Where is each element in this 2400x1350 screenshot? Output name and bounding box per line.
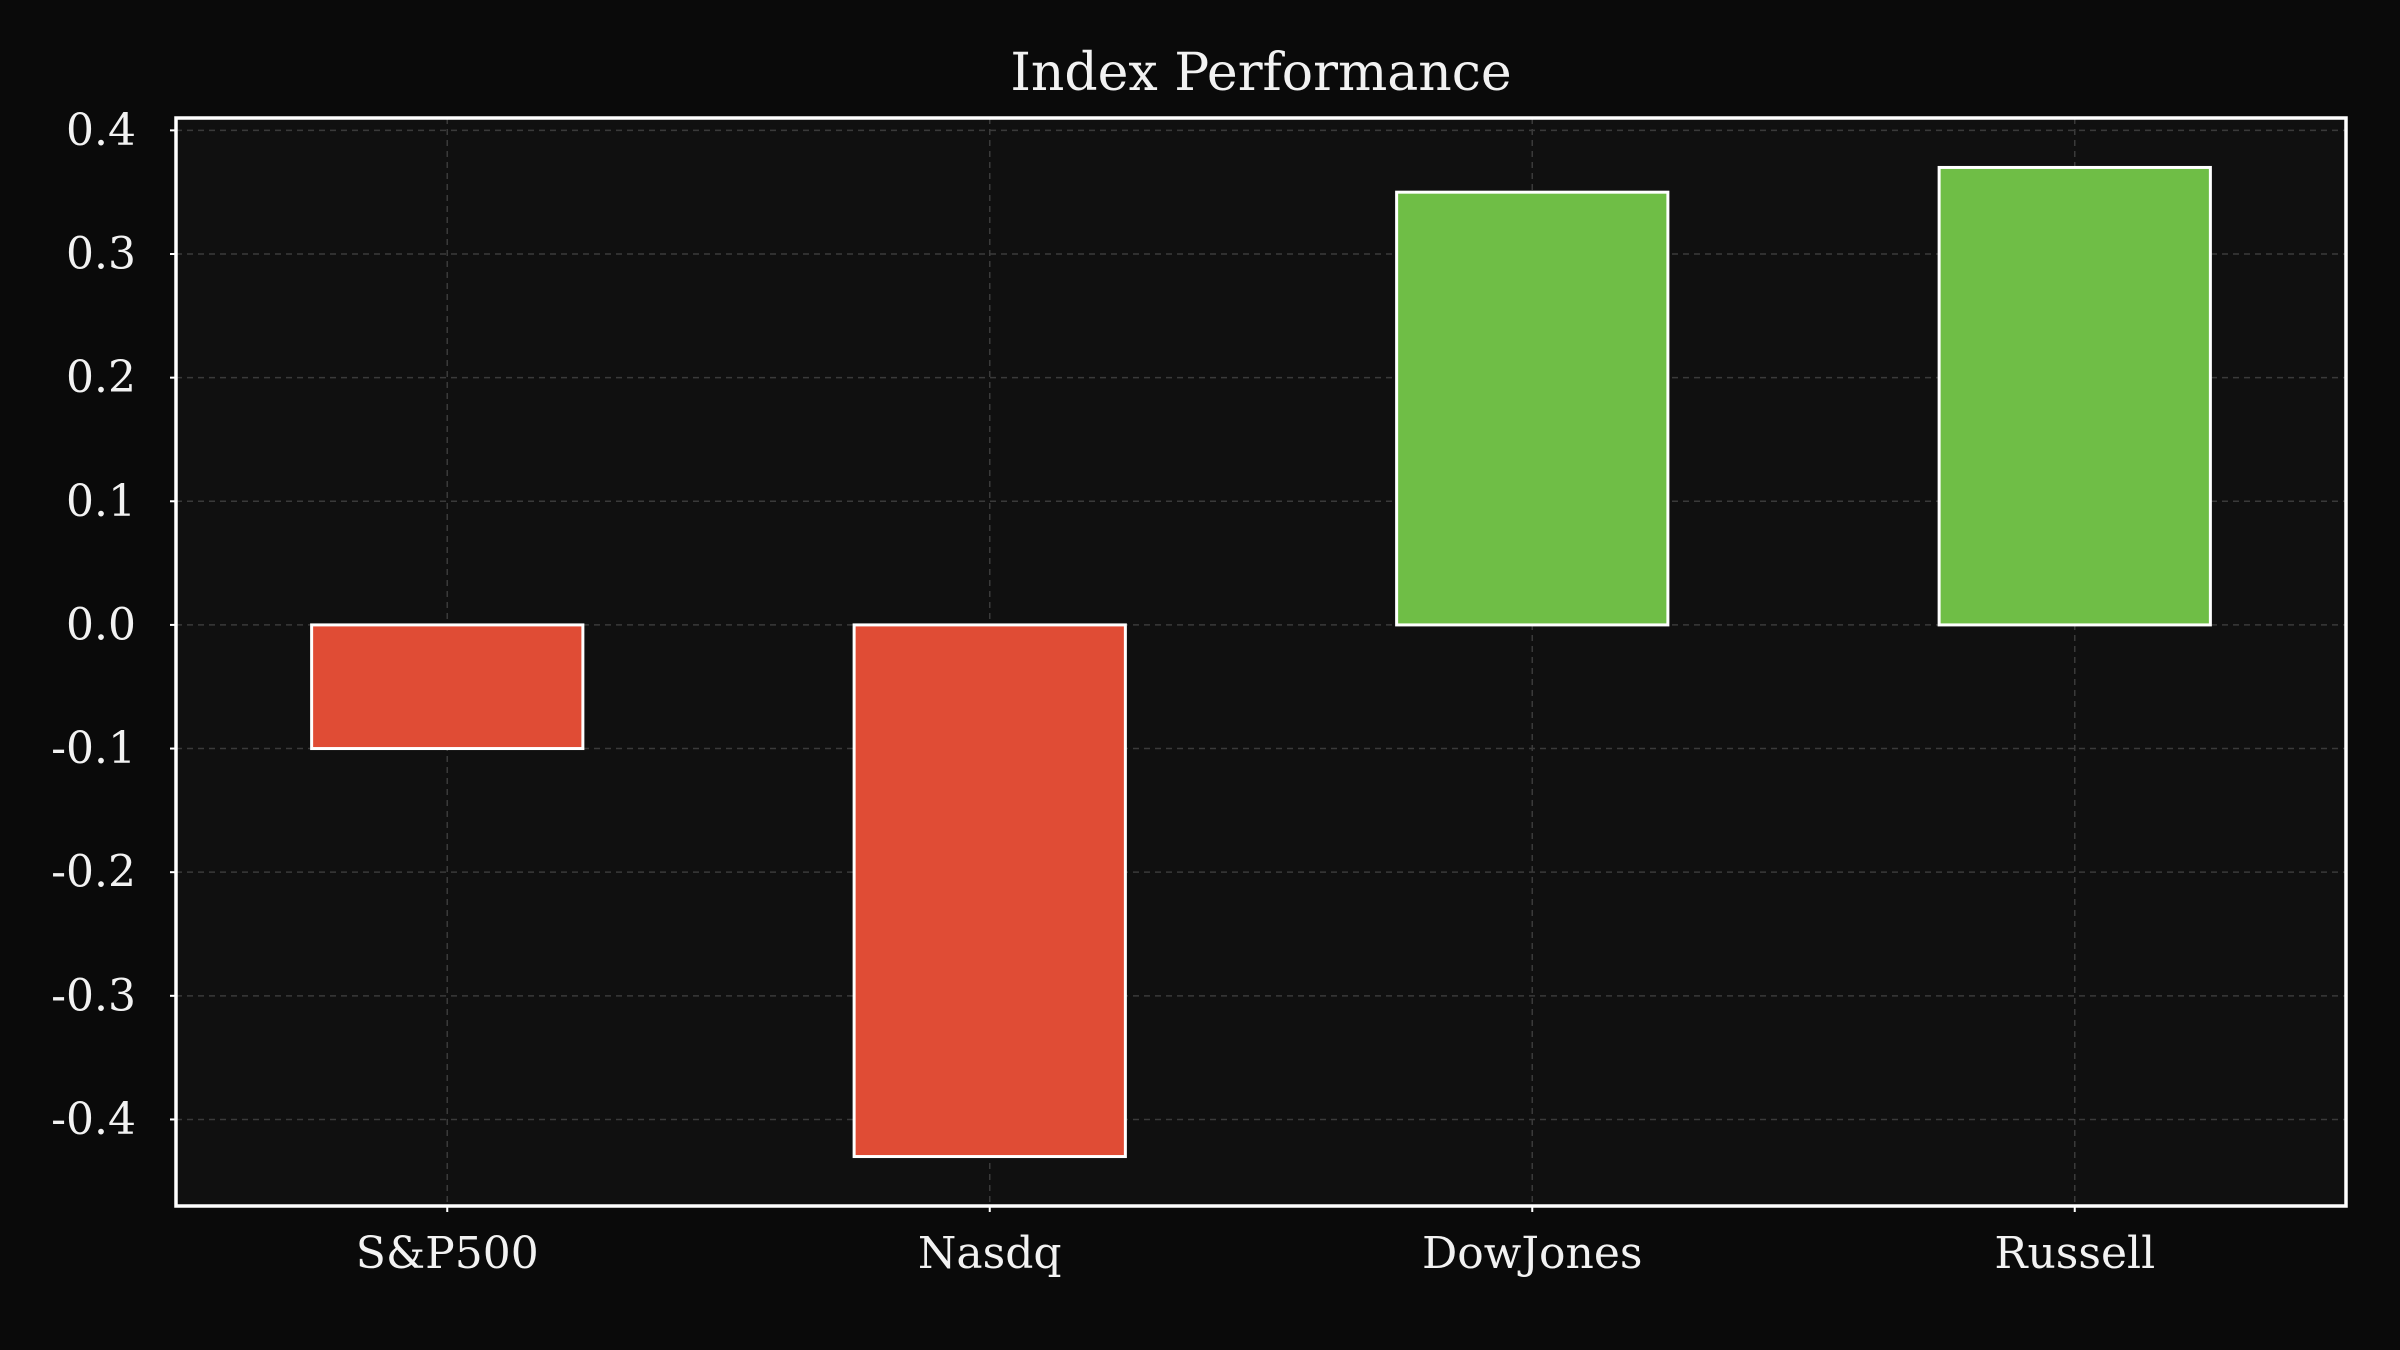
y-axis-ticks: -0.4 -0.3 -0.2 -0.1 0.0 0.1 0.2 0.3 0.4 bbox=[51, 105, 176, 1145]
x-tick-label: Nasdq bbox=[918, 1228, 1062, 1279]
y-tick-label: 0.3 bbox=[66, 229, 136, 280]
y-tick-label: -0.1 bbox=[51, 723, 136, 774]
bar bbox=[310, 623, 585, 751]
y-tick-label: 0.4 bbox=[66, 105, 136, 156]
chart-title: Index Performance bbox=[1010, 43, 1511, 103]
x-axis-ticks: S&P500 Nasdq DowJones Russell bbox=[356, 1206, 2155, 1279]
bar bbox=[1937, 165, 2212, 627]
bar bbox=[1395, 190, 1670, 627]
bars bbox=[310, 165, 2212, 1159]
y-tick-label: -0.2 bbox=[51, 847, 136, 898]
x-tick-label: DowJones bbox=[1422, 1228, 1643, 1279]
y-tick-label: -0.4 bbox=[51, 1094, 136, 1145]
x-tick-label: S&P500 bbox=[356, 1228, 539, 1279]
y-tick-label: 0.0 bbox=[66, 599, 136, 650]
x-tick-label: Russell bbox=[1994, 1228, 2155, 1279]
y-tick-label: 0.1 bbox=[66, 476, 136, 527]
y-tick-label: -0.3 bbox=[51, 970, 136, 1021]
axes-frame bbox=[174, 116, 2348, 1208]
y-tick-label: 0.2 bbox=[66, 352, 136, 403]
bar bbox=[852, 623, 1127, 1159]
